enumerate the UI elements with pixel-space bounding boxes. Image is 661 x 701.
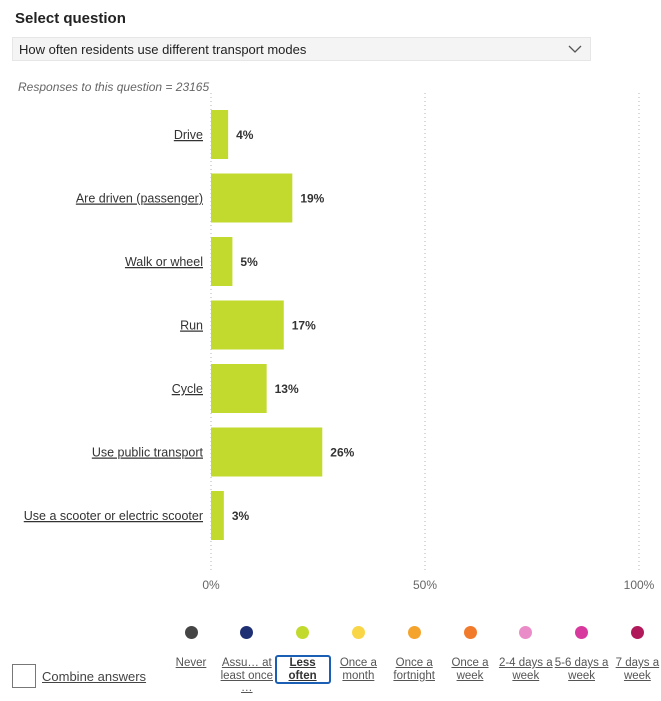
bar [211,300,284,350]
responses-count: Responses to this question = 23165 [18,80,210,94]
legend-item[interactable]: Never [163,624,219,670]
legend-swatch[interactable] [296,626,310,639]
x-tick-label: 100% [624,578,655,592]
data-label: 3% [232,509,250,523]
combine-answers-checkbox[interactable] [12,664,36,688]
legend-item[interactable]: 5-6 days a week [554,624,610,682]
bar-chart: 0% 50% 100% Drive 4% Are driven (passenger) 19… [24,93,655,592]
question-select[interactable]: How often residents use different transp… [12,37,591,61]
legend-item[interactable]: Once a week [442,624,498,682]
legend-item[interactable]: Once a month [330,624,386,682]
data-label: 13% [275,382,299,396]
x-tick-label: 0% [202,578,220,592]
bar [211,110,229,159]
category-label[interactable]: Use a scooter or electric scooter [24,509,203,523]
data-label: 17% [292,319,316,333]
legend-label[interactable]: 5-6 days a week [554,657,609,682]
category-label[interactable]: Cycle [172,382,203,396]
combine-answers[interactable]: Combine answers [12,664,146,688]
legend-label[interactable]: Once a week [451,657,489,682]
category-label[interactable]: Drive [174,128,203,142]
data-label: 5% [240,255,258,269]
legend: Never Assu… at least once … Less often Once… [163,624,661,701]
x-tick-label: 50% [413,578,437,592]
data-label: 26% [330,446,354,460]
data-label: 19% [300,192,324,206]
category-label[interactable]: Use public transport [92,446,204,460]
legend-swatch[interactable] [240,626,254,639]
legend-item[interactable]: Less often [274,624,331,684]
legend-label[interactable]: Once a month [339,657,377,682]
legend-swatch[interactable] [407,626,421,639]
question-select-value: How often residents use different transp… [19,41,307,57]
legend-label[interactable]: Once a fortnight [393,657,435,682]
legend-label[interactable]: Less often [274,655,331,684]
legend-swatch[interactable] [463,626,477,639]
legend-swatch[interactable] [575,626,589,639]
legend-item[interactable]: Once a fortnight [386,624,442,682]
bar [211,364,267,413]
legend-swatch[interactable] [630,626,644,639]
legend-swatch[interactable] [351,626,365,639]
bar [211,237,233,286]
legend-swatch[interactable] [184,626,198,639]
category-label[interactable]: Run [180,319,203,333]
combine-answers-label[interactable]: Combine answers [42,668,147,684]
legend-label[interactable]: Never [175,657,207,669]
legend-item[interactable]: Assu… at least once … [219,624,275,695]
bar [211,173,293,223]
legend-label[interactable]: Assu… at least once … [220,657,274,694]
category-label[interactable]: Are driven (passenger) [76,192,203,206]
category-label[interactable]: Walk or wheel [125,255,203,269]
data-label: 4% [236,128,254,142]
section-title: Select question [15,10,126,27]
chevron-down-icon [568,45,582,53]
legend-label[interactable]: 2-4 days a week [498,657,553,682]
legend-label[interactable]: 7 days a week [615,657,660,682]
legend-swatch[interactable] [519,626,533,639]
legend-item[interactable]: 2-4 days a week [498,624,554,682]
bar [211,427,323,477]
legend-item[interactable]: 7 days a week [609,624,661,682]
bar [211,491,224,540]
